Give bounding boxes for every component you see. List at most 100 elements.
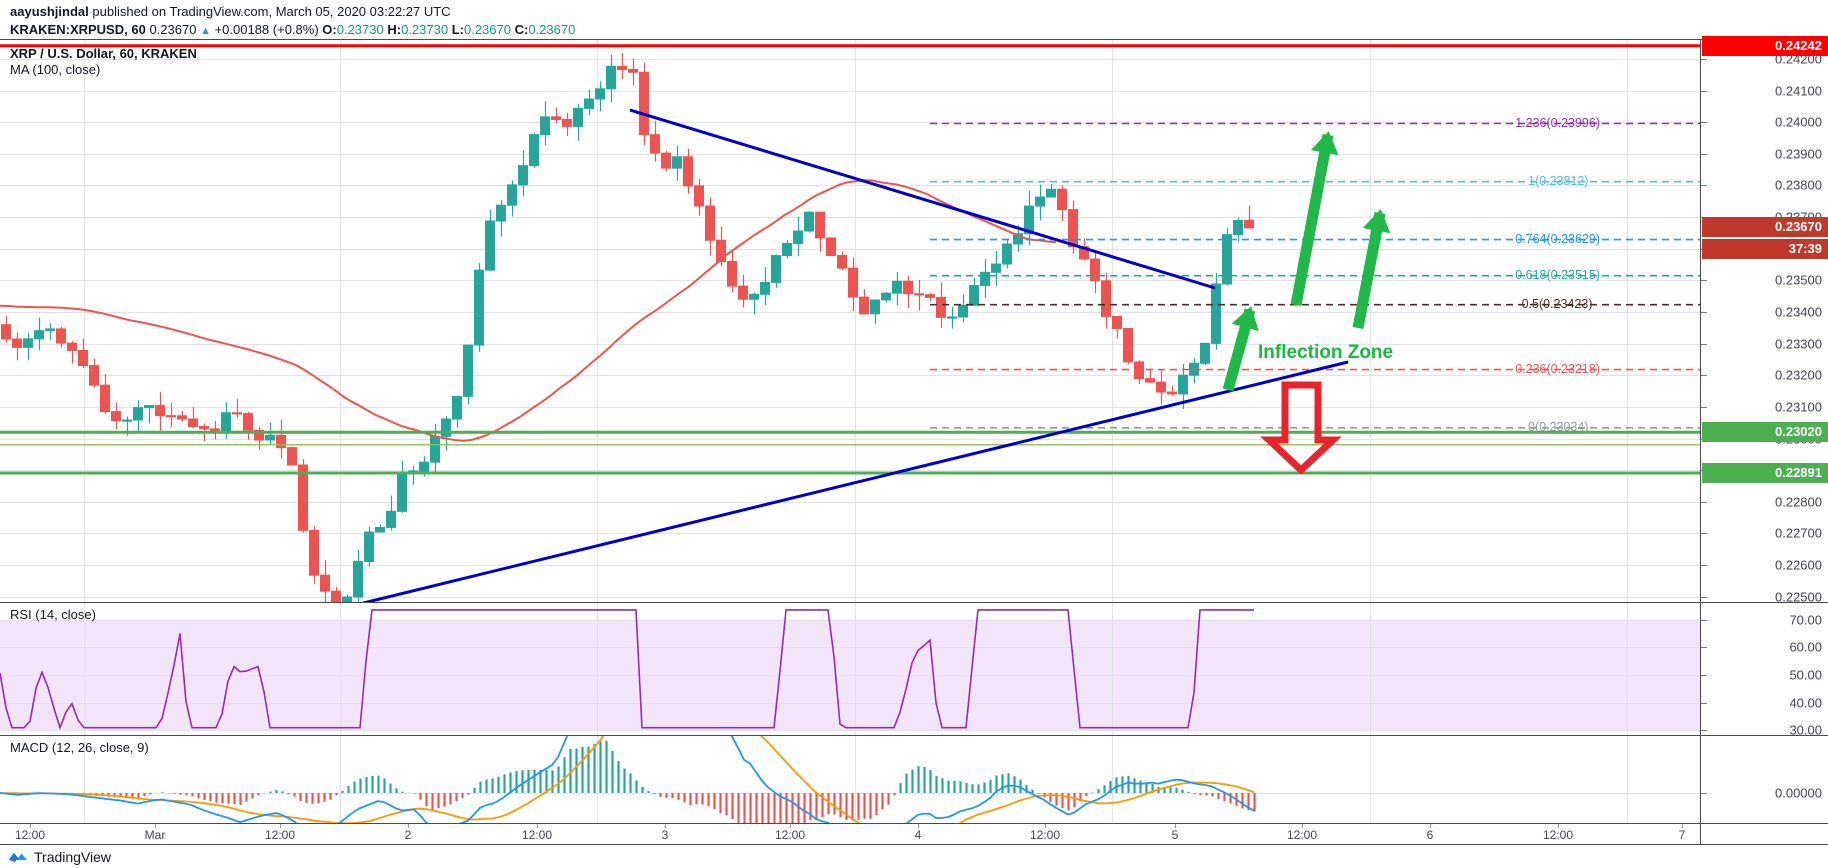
- red-arrow-down: [1260, 381, 1342, 475]
- low-value: 0.23670: [463, 22, 511, 37]
- rsi-tick-label: 70.00: [1789, 612, 1822, 628]
- macd-legend: MACD (12, 26, close, 9): [10, 740, 149, 755]
- last-price: 0.23670: [149, 22, 197, 37]
- macd-axis[interactable]: 0.00000: [1700, 736, 1828, 823]
- published-text: published on TradingView.com, March 05, …: [92, 4, 451, 19]
- price-tick: [1701, 122, 1707, 124]
- price-tick: [1701, 533, 1707, 535]
- symbol-label: KRAKEN:XRPUSD, 60: [10, 22, 146, 37]
- rsi-tick-label: 40.00: [1789, 695, 1822, 711]
- close-value: 0.23670: [528, 22, 576, 37]
- rsi-tick: [1701, 647, 1707, 649]
- price-tick-label: 0.22800: [1775, 494, 1822, 510]
- price-tick-label: 0.23400: [1775, 304, 1822, 320]
- rsi-axis[interactable]: 70.00 60.00 50.00 40.00 30.00: [1700, 603, 1828, 738]
- time-tick: [1175, 824, 1176, 828]
- author-name: aayushjindal: [10, 4, 89, 19]
- time-tick-label: 6: [1426, 828, 1434, 842]
- fib-label: 0(0.23034): [1528, 419, 1589, 434]
- price-tick-label: 0.22600: [1775, 557, 1822, 573]
- time-tick: [1302, 824, 1303, 828]
- low-label: L:: [451, 22, 464, 37]
- resistance-badge: 0.24242: [1702, 35, 1828, 56]
- time-tick-label: 5: [1171, 828, 1179, 842]
- open-value: 0.23730: [336, 22, 384, 37]
- time-tick: [1682, 824, 1683, 828]
- countdown-badge: 37:39: [1702, 238, 1828, 259]
- time-tick-label: 4: [914, 828, 922, 842]
- time-tick-label: 12:00: [1542, 828, 1574, 842]
- time-tick-label: Mar: [144, 828, 166, 842]
- price-tick: [1701, 596, 1707, 598]
- rsi-tick-label: 50.00: [1789, 667, 1822, 683]
- time-tick-label: 12:00: [1029, 828, 1061, 842]
- macd-tick-label: 0.00000: [1775, 785, 1822, 801]
- price-tick: [1701, 153, 1707, 155]
- high-value: 0.23730: [401, 22, 449, 37]
- price-tick-label: 0.23100: [1775, 399, 1822, 415]
- time-tick: [537, 824, 538, 828]
- macd-plot-area[interactable]: [0, 736, 1700, 823]
- time-tick-label: 12:00: [1286, 828, 1318, 842]
- price-tick: [1701, 375, 1707, 377]
- price-tick-label: 0.23300: [1775, 336, 1822, 352]
- tradingview-logo-icon: [8, 849, 28, 864]
- rsi-pane[interactable]: 70.00 60.00 50.00 40.00 30.00 RSI (14, close…: [0, 602, 1828, 738]
- macd-tick: [1701, 793, 1707, 794]
- price-tick: [1701, 343, 1707, 345]
- time-tick-label: 7: [1678, 828, 1686, 842]
- price-tick-label: 0.23800: [1775, 177, 1822, 193]
- time-tick-label: 12:00: [774, 828, 806, 842]
- time-tick: [790, 824, 791, 828]
- time-tick-label: 3: [661, 828, 669, 842]
- tradingview-brand: TradingView: [34, 848, 112, 865]
- price-pane[interactable]: 0.242000.241000.240000.239000.238000.237…: [0, 35, 1828, 641]
- price-change: +0.00188 (+0.8%): [214, 22, 319, 37]
- price-tick: [1701, 58, 1707, 60]
- support-badge-2: 0.22891: [1702, 463, 1828, 483]
- time-axis[interactable]: 12:00 Mar 12:00 2 12:00 3 12:00 4 12:00 5 12:00 6 12…: [0, 823, 1828, 845]
- footer: TradingView: [0, 845, 1828, 868]
- rsi-tick: [1701, 675, 1707, 677]
- symbol-header: KRAKEN:XRPUSD, 60 0.23670 ▲ +0.00188 (+0…: [10, 22, 575, 37]
- price-tick-label: 0.22700: [1775, 525, 1822, 541]
- last-price-badge: 0.23670: [1702, 216, 1828, 237]
- time-tick: [1558, 824, 1559, 828]
- rsi-tick: [1701, 702, 1707, 704]
- time-tick: [280, 824, 281, 828]
- green-arrow-1: [1222, 306, 1259, 392]
- price-tick-label: 0.24000: [1775, 114, 1822, 130]
- price-tick: [1701, 565, 1707, 567]
- price-tick-label: 0.23200: [1775, 367, 1822, 383]
- fib-label: 0.764(0.23629): [1515, 231, 1600, 246]
- price-tick-label: 0.24100: [1775, 83, 1822, 99]
- time-tick: [918, 824, 919, 828]
- ma-legend: MA (100, close): [10, 62, 101, 77]
- fib-label: 0.236(0.23218): [1515, 361, 1600, 376]
- price-axis[interactable]: 0.242000.241000.240000.239000.238000.237…: [1700, 35, 1828, 641]
- green-arrow-3: [1352, 209, 1391, 330]
- open-label: O:: [322, 22, 337, 37]
- time-tick-label: 12:00: [521, 828, 553, 842]
- close-label: C:: [514, 22, 529, 37]
- time-tick: [665, 824, 666, 828]
- high-label: H:: [387, 22, 402, 37]
- time-tick-label: 12:00: [14, 828, 46, 842]
- price-plot-area[interactable]: [0, 40, 1700, 602]
- green-arrow-2: [1290, 131, 1339, 307]
- price-tick-label: 0.23500: [1775, 272, 1822, 288]
- time-tick: [408, 824, 409, 828]
- price-tick-label: 0.23900: [1775, 146, 1822, 162]
- macd-pane[interactable]: 0.00000 MACD (12, 26, close, 9): [0, 735, 1828, 823]
- price-tick: [1701, 312, 1707, 313]
- rsi-legend: RSI (14, close): [10, 607, 96, 622]
- time-tick: [1045, 824, 1046, 828]
- up-triangle-icon: ▲: [200, 25, 211, 37]
- rsi-tick-label: 60.00: [1789, 639, 1822, 655]
- rsi-tick-label: 30.00: [1789, 722, 1822, 738]
- fib-label: 0.618(0.23515): [1515, 267, 1600, 282]
- rsi-plot-area[interactable]: [0, 603, 1700, 735]
- price-tick: [1701, 185, 1707, 187]
- fib-label: 1.236(0.23996): [1515, 115, 1600, 130]
- time-tick-label: 2: [404, 828, 412, 842]
